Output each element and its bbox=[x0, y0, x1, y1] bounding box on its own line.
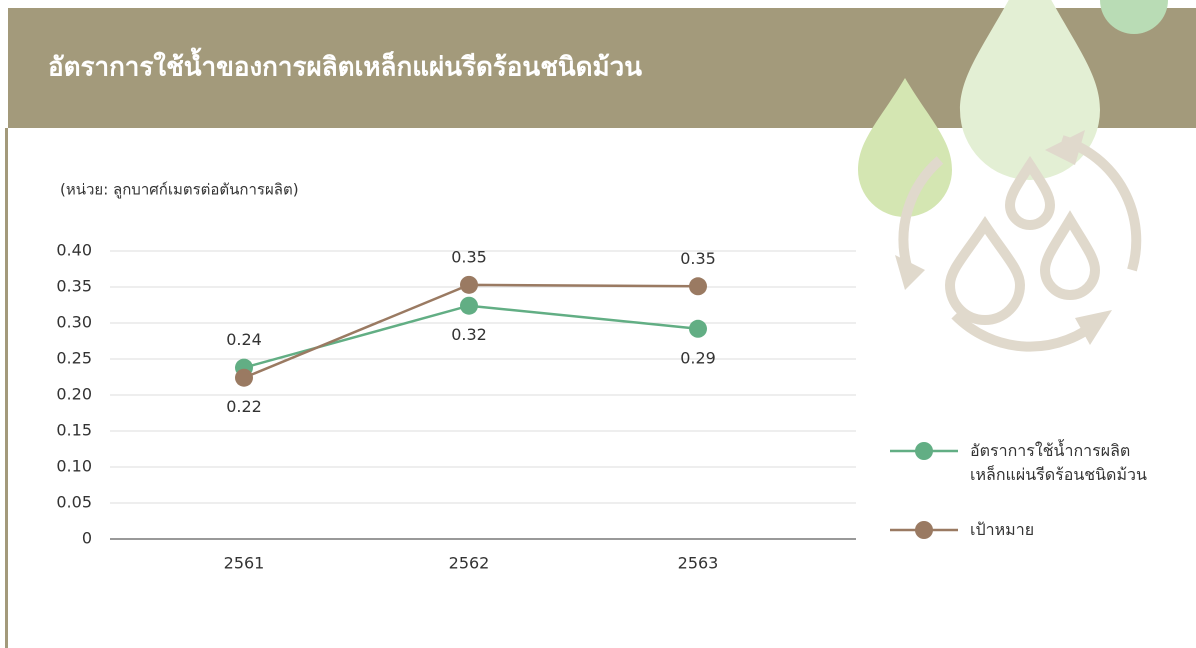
x-tick-label: 2563 bbox=[678, 554, 719, 573]
data-label: 0.22 bbox=[226, 397, 262, 416]
chart-title: อัตราการใช้น้ำของการผลิตเหล็กแผ่นรีดร้อน… bbox=[48, 47, 642, 83]
y-tick-label: 0.15 bbox=[56, 421, 92, 440]
unit-note: (หน่วย: ลูกบาศก์เมตรต่อตันการผลิต) bbox=[60, 181, 299, 199]
y-tick-label: 0.35 bbox=[56, 277, 92, 296]
y-tick-label: 0.10 bbox=[56, 457, 92, 476]
data-point bbox=[235, 368, 253, 387]
x-tick-label: 2561 bbox=[224, 554, 265, 573]
data-label: 0.32 bbox=[451, 325, 487, 344]
y-tick-label: 0.20 bbox=[56, 385, 92, 404]
legend-marker bbox=[915, 442, 933, 460]
y-tick-label: 0.30 bbox=[56, 313, 92, 332]
data-point bbox=[689, 277, 707, 296]
y-tick-label: 0.40 bbox=[56, 241, 92, 260]
x-tick-label: 2562 bbox=[449, 554, 490, 573]
data-point bbox=[689, 319, 707, 338]
legend-marker bbox=[915, 521, 933, 539]
legend-label: อัตราการใช้น้ำการผลิต เหล็กแผ่นรีดร้อนชน… bbox=[970, 441, 1147, 484]
left-border bbox=[5, 128, 8, 648]
y-tick-label: 0 bbox=[82, 529, 92, 548]
y-tick-label: 0.25 bbox=[56, 349, 92, 368]
data-label: 0.29 bbox=[680, 348, 716, 367]
data-label: 0.35 bbox=[680, 249, 716, 268]
data-label: 0.35 bbox=[451, 247, 487, 266]
data-label: 0.24 bbox=[226, 330, 262, 349]
data-point bbox=[460, 296, 478, 315]
data-point bbox=[460, 275, 478, 294]
legend-label: เป้าหมาย bbox=[970, 520, 1035, 539]
y-tick-label: 0.05 bbox=[56, 493, 92, 512]
decoration bbox=[858, 0, 1168, 352]
